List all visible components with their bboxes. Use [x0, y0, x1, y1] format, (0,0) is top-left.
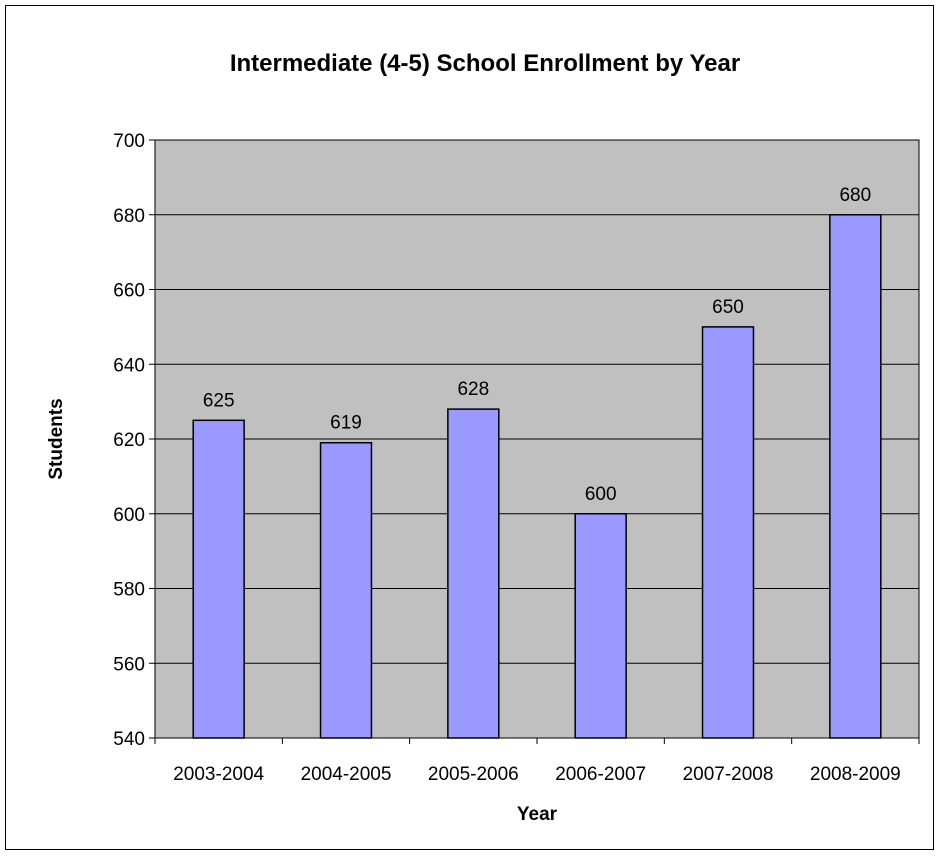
bar [829, 214, 882, 739]
y-tick-label: 700 [113, 131, 145, 152]
bar [319, 441, 373, 739]
y-tick-label: 660 [113, 281, 145, 302]
bar [574, 513, 627, 739]
x-axis-ticks: 2003-2004 2004-2005 2005-2006 2006-2007 2007… [154, 738, 920, 785]
x-tick-label: 2007-2008 [683, 764, 774, 785]
x-axis-title: Year [517, 804, 558, 825]
x-tick-label: 2006-2007 [555, 764, 646, 785]
chart-title: Intermediate (4-5) School Enrollment by … [230, 50, 740, 77]
y-tick-label: 540 [113, 729, 145, 750]
y-axis-ticks: 540 560 580 600 620 640 660 680 700 [113, 131, 155, 750]
y-tick-label: 580 [113, 580, 145, 601]
y-axis-title: Students [46, 398, 67, 479]
x-tick-label: 2004-2005 [301, 764, 392, 785]
bar [701, 326, 755, 739]
data-label: 680 [839, 185, 871, 206]
data-label: 625 [203, 390, 235, 411]
bars [192, 214, 882, 739]
y-tick-label: 600 [113, 505, 145, 526]
y-tick-label: 680 [113, 206, 145, 227]
bar [447, 408, 500, 739]
x-tick-label: 2008-2009 [810, 764, 901, 785]
data-label: 628 [457, 379, 489, 400]
data-label: 600 [585, 484, 617, 505]
data-label: 650 [712, 297, 744, 318]
x-tick-label: 2003-2004 [173, 764, 264, 785]
y-tick-label: 640 [113, 355, 145, 376]
x-tick-label: 2005-2006 [428, 764, 519, 785]
data-labels: 625 619 628 600 650 680 [203, 185, 871, 505]
y-tick-label: 560 [113, 654, 145, 675]
data-label: 619 [330, 413, 362, 434]
gridlines [155, 139, 919, 664]
y-tick-label: 620 [113, 430, 145, 451]
bar [192, 419, 245, 739]
